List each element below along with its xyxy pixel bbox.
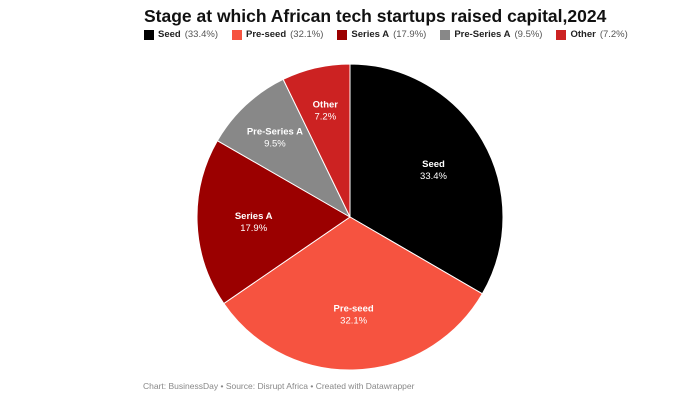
- legend-percent: (33.4%): [184, 29, 218, 40]
- legend-percent: (17.9%): [393, 29, 427, 40]
- pie-slice-seed: [349, 63, 504, 295]
- slice-label: Series A: [235, 211, 273, 222]
- legend-label: Other: [570, 29, 596, 40]
- legend-item: Pre-Series A (9.5%): [440, 29, 542, 40]
- legend-percent: (9.5%): [514, 29, 543, 40]
- legend-swatch: [337, 29, 348, 40]
- pie-slice-series-a: [196, 139, 351, 305]
- pie-slice-other: [282, 63, 351, 218]
- slice-value: 17.9%: [240, 223, 267, 234]
- pie-slice-pre-series-a: [216, 78, 352, 219]
- slice-value: 7.2%: [314, 112, 336, 123]
- legend-swatch: [144, 29, 154, 40]
- legend-label: Seed: [158, 29, 181, 40]
- legend-label: Pre-Series A: [454, 29, 511, 40]
- chart-title: Stage at which African tech startups rai…: [144, 6, 607, 26]
- slice-value: 9.5%: [264, 138, 286, 149]
- legend-item: Pre-seed (32.1%): [231, 29, 324, 40]
- legend-item: Seed (33.4%): [144, 29, 218, 40]
- legend-item: Series A (17.9%): [337, 29, 426, 40]
- legend: Seed (33.4%) Pre-seed (32.1%) Series A (17.9%…: [144, 29, 628, 40]
- legend-swatch: [231, 29, 242, 40]
- legend-swatch: [440, 29, 451, 40]
- slice-value: 33.4%: [420, 171, 447, 182]
- slice-label: Pre-Series A: [247, 126, 303, 137]
- slice-label: Other: [313, 100, 339, 111]
- legend-percent: (32.1%): [290, 29, 324, 40]
- slice-label: Pre-seed: [334, 303, 374, 314]
- legend-label: Pre-seed: [245, 29, 287, 40]
- legend-percent: (7.2%): [599, 29, 628, 40]
- slice-label: Seed: [422, 159, 445, 170]
- chart-footer: Chart: BusinessDay • Source: Disrupt Afr…: [143, 381, 415, 391]
- slice-value: 32.1%: [340, 315, 367, 326]
- pie-slice-pre-seed: [223, 216, 484, 371]
- legend-label: Series A: [351, 29, 390, 40]
- legend-item: Other (7.2%): [556, 29, 628, 40]
- legend-swatch: [556, 29, 567, 40]
